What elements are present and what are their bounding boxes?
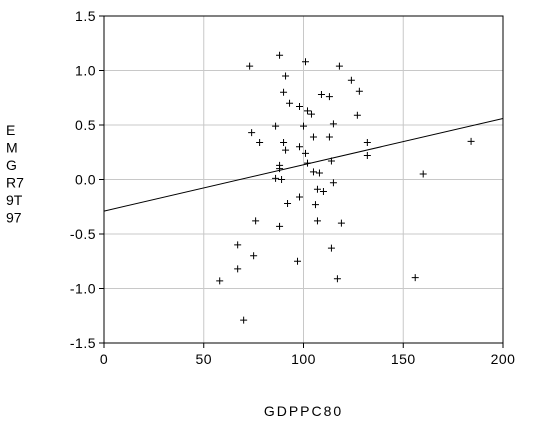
data-point [467,137,475,145]
data-point [272,174,280,182]
data-point [325,93,333,101]
y-tick-label: 1.0 [75,63,96,79]
data-point [280,88,288,96]
data-point [319,187,327,195]
data-point [307,110,315,118]
data-point [355,87,363,95]
data-point [296,102,304,110]
x-tick-label: 150 [391,351,416,367]
data-point [276,51,284,59]
data-point [301,58,309,66]
fit-layer [103,117,504,212]
data-point [286,99,294,107]
tick-layer: 0 50 100 150 200 -1.5 -1.0 -0.5 0.0 0.5 1.0 1.5 [70,8,516,367]
x-tick-label: 200 [491,351,516,367]
data-point [280,138,288,146]
data-point [294,257,302,265]
regression-line [103,117,504,212]
data-point [309,133,317,141]
data-point [333,275,341,283]
data-point [300,122,307,130]
data-point [256,138,264,146]
y-tick-label: -1.0 [70,281,96,297]
data-point [337,219,345,227]
data-point [240,316,248,324]
data-point [317,90,325,98]
data-point [311,201,319,209]
data-point [335,62,343,70]
y-axis-label-fragment: 9T [6,192,23,208]
y-tick-label: 0.5 [75,117,96,133]
data-point [347,76,355,84]
data-point [234,241,242,249]
y-tick-label: -1.5 [70,335,96,351]
data-point [419,170,427,178]
data-point [301,149,309,157]
data-point [252,217,260,225]
data-point [411,274,419,282]
y-axis-label-fragment: 97 [6,210,22,226]
data-point [276,165,284,173]
data-point [329,120,337,128]
data-point [309,168,317,176]
y-tick-label: 1.5 [75,8,96,24]
data-point [278,176,286,183]
data-point [246,62,254,70]
data-point [250,252,258,260]
data-point [234,265,242,273]
point-layer [216,51,475,324]
y-tick-label: 0.0 [75,172,96,188]
data-point [284,199,292,207]
data-point [296,193,304,201]
data-point [282,146,290,154]
data-point [329,179,337,187]
data-point [313,217,321,225]
data-point [313,185,321,193]
data-point [363,152,371,160]
y-axis-label-fragment: M [6,140,18,156]
data-point [327,157,335,165]
x-axis-label: GDPPC80 [264,403,343,419]
data-point [216,277,224,285]
x-tick-label: 50 [195,351,212,367]
data-point [296,143,304,151]
data-point [282,72,290,80]
data-point [303,159,311,167]
data-point [248,129,256,137]
y-axis-label-fragment: R7 [6,175,24,191]
data-point [363,138,371,146]
y-axis-label-fragment: E [6,122,15,138]
data-point [303,107,311,115]
data-point [315,169,323,177]
data-point [327,244,335,252]
data-point [272,122,280,130]
grid-layer [104,16,503,343]
y-axis-label-fragment: G [6,157,17,173]
x-tick-label: 100 [291,351,316,367]
data-point [276,222,284,230]
data-point [353,111,361,119]
data-point [325,133,333,141]
y-tick-label: -0.5 [70,226,96,242]
x-tick-label: 0 [100,351,108,367]
